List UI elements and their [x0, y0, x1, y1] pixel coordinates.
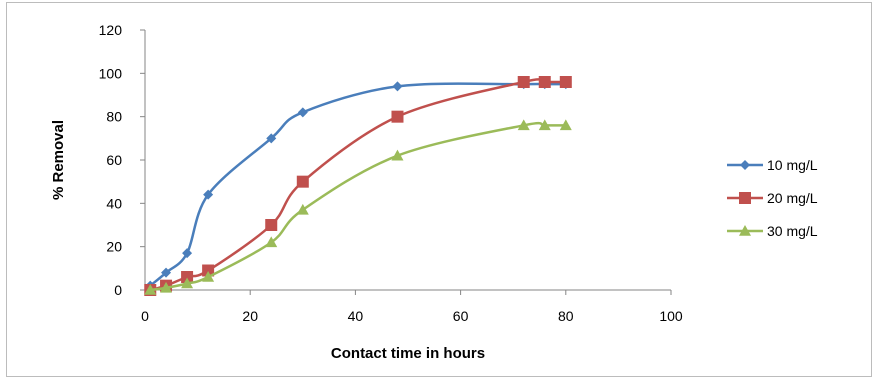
legend-entry: 20 mg/L [727, 190, 818, 206]
data-point [181, 277, 194, 289]
series-1 [145, 79, 571, 291]
y-axis-title: % Removal [50, 120, 67, 200]
data-point [266, 133, 277, 144]
legend-marker [740, 160, 750, 170]
legend-marker [739, 192, 751, 204]
data-point [559, 119, 572, 131]
x-tick-label: 20 [242, 308, 258, 324]
series-2 [144, 76, 572, 296]
data-point [296, 203, 309, 215]
data-point [517, 76, 530, 88]
data-point [144, 284, 157, 295]
data-point [297, 107, 308, 118]
data-point [392, 81, 403, 92]
data-point [538, 76, 551, 88]
data-point [182, 248, 193, 259]
y-tick-label: 60 [106, 152, 122, 168]
series-line [150, 121, 566, 292]
legend-label: 10 mg/L [767, 157, 818, 173]
series-3 [144, 119, 572, 295]
y-tick-label: 80 [106, 109, 122, 125]
x-tick-label: 100 [659, 308, 683, 324]
legend: 10 mg/L 20 mg/L 30 mg/L [727, 157, 818, 239]
y-tick-label: 40 [106, 195, 122, 211]
data-point [265, 219, 278, 231]
x-tick-label: 40 [348, 308, 364, 324]
y-tick-label: 120 [99, 22, 123, 38]
legend-label: 30 mg/L [767, 223, 818, 239]
data-point [517, 119, 530, 131]
x-tick-label: 60 [453, 308, 469, 324]
data-point [391, 110, 404, 123]
legend-marker [739, 225, 751, 236]
data-point [559, 76, 572, 88]
legend-entry: 30 mg/L [727, 223, 818, 239]
y-tick-label: 0 [114, 282, 122, 298]
x-axis-title: Contact time in hours [331, 345, 485, 362]
chart-frame [6, 2, 872, 377]
y-tick-label: 20 [106, 239, 122, 255]
y-tick-label: 100 [99, 65, 123, 81]
x-tick-label: 0 [141, 308, 149, 324]
data-point [296, 175, 309, 188]
data-point [181, 271, 194, 283]
series-line [149, 78, 566, 292]
series-line [149, 82, 566, 287]
axes: 0 20 40 60 80 100 120 0 20 40 60 80 100 [99, 22, 683, 324]
data-point [203, 189, 214, 200]
data-point [391, 149, 404, 161]
x-tick-label: 80 [558, 308, 574, 324]
data-point [202, 271, 215, 282]
data-point [160, 281, 173, 293]
legend-label: 20 mg/L [767, 190, 818, 206]
data-point [202, 264, 215, 277]
data-point [265, 236, 278, 248]
data-point [161, 267, 172, 278]
data-point [538, 119, 551, 131]
series-layer [144, 76, 572, 296]
legend-entry: 10 mg/L [727, 157, 818, 173]
